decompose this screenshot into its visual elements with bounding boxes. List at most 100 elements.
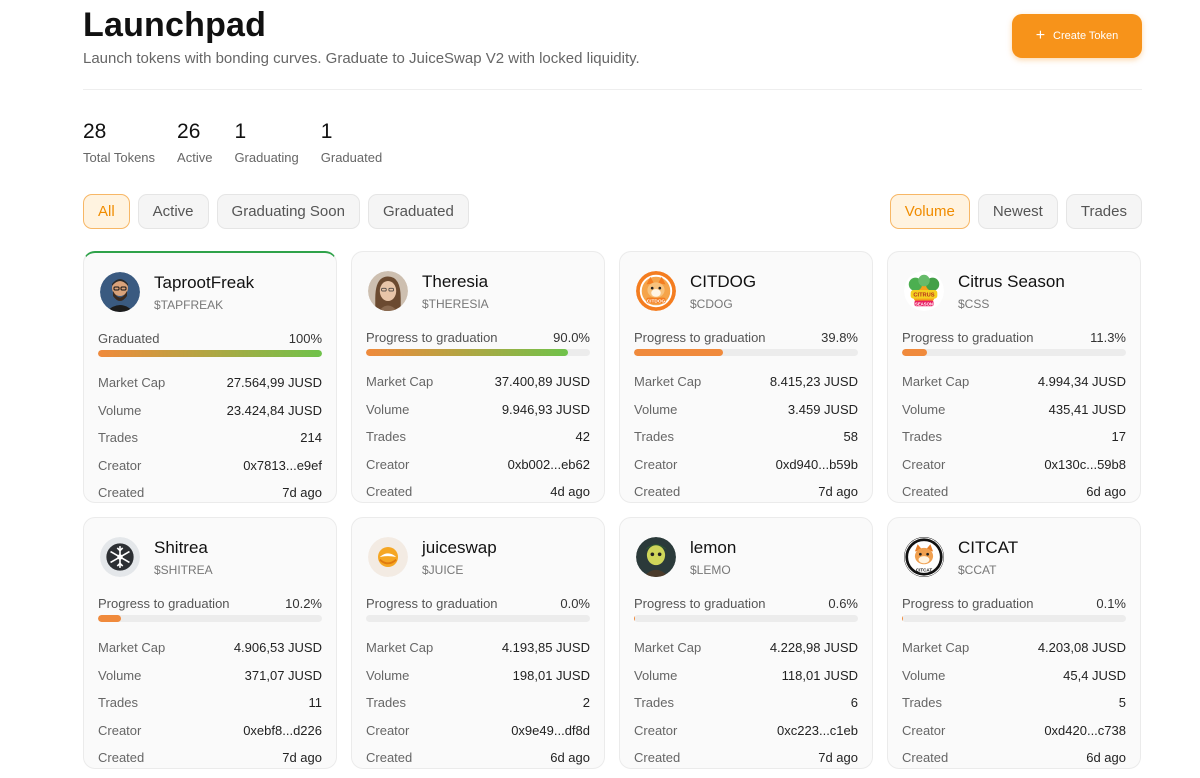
- market-cap-value: 8.415,23 JUSD: [769, 374, 858, 390]
- created-row: Created 6d ago: [902, 744, 1126, 772]
- sort-trades[interactable]: Trades: [1065, 194, 1142, 229]
- market-cap-value: 37.400,89 JUSD: [494, 374, 590, 390]
- volume-value: 23.424,84 JUSD: [226, 402, 322, 418]
- row-label: Volume: [98, 402, 142, 418]
- row-label: Volume: [634, 667, 678, 683]
- row-label: Creator: [902, 456, 946, 472]
- created-value: 7d ago: [282, 485, 322, 501]
- row-label: Volume: [634, 401, 678, 417]
- token-symbol: $LEMO: [690, 562, 731, 577]
- sort-newest[interactable]: Newest: [977, 194, 1058, 229]
- token-symbol: $THERESIA: [422, 296, 489, 311]
- creator-address[interactable]: 0xb002...eb62: [507, 456, 590, 472]
- volume-value: 198,01 JUSD: [512, 667, 590, 683]
- creator-address[interactable]: 0xebf8...d226: [243, 722, 322, 738]
- market-cap-row: Market Cap 37.400,89 JUSD: [366, 368, 590, 396]
- token-card[interactable]: CITDOG CITDOG $CDOG Progress to graduati…: [619, 251, 873, 503]
- row-label: Market Cap: [366, 374, 434, 390]
- market-cap-value: 4.203,08 JUSD: [1037, 640, 1126, 656]
- token-stats: Market Cap 4.203,08 JUSD Volume 45,4 JUSD …: [902, 634, 1126, 772]
- row-label: Market Cap: [366, 640, 434, 656]
- token-card[interactable]: CITCAT CITCAT $CCAT Progress to graduati…: [887, 517, 1141, 769]
- token-name: Citrus Season: [958, 271, 1065, 291]
- token-stats: Market Cap 4.228,98 JUSD Volume 118,01 JUS…: [634, 634, 858, 772]
- woman-portrait-avatar-icon: [368, 271, 408, 311]
- create-token-button[interactable]: + Create Token: [1012, 14, 1142, 58]
- trades-value: 11: [308, 695, 323, 711]
- filter-all[interactable]: All: [83, 194, 130, 229]
- creator-address[interactable]: 0xd940...b59b: [775, 456, 858, 472]
- row-label: Created: [902, 484, 949, 500]
- stat-value: 1: [320, 120, 333, 143]
- stats-bar: 28 Total Tokens 26 Active 1 Graduating 1…: [83, 120, 404, 170]
- progress-bar: [634, 615, 858, 622]
- sort-volume[interactable]: Volume: [889, 194, 970, 229]
- row-label: Creator: [98, 457, 142, 473]
- token-card[interactable]: lemon $LEMO Progress to graduation 0.6% …: [619, 517, 873, 769]
- trades-row: Trades 2: [366, 689, 590, 717]
- stat-graduated: 1 Graduated: [321, 120, 382, 170]
- progress-row: Progress to graduation 10.2%: [98, 596, 322, 611]
- progress-row: Progress to graduation 90.0%: [366, 330, 590, 345]
- row-label: Creator: [634, 722, 678, 738]
- progress-value: 100%: [288, 331, 322, 346]
- token-symbol: $CSS: [958, 296, 990, 311]
- progress-bar: [366, 615, 590, 622]
- trades-row: Trades 17: [902, 423, 1126, 451]
- market-cap-value: 4.193,85 JUSD: [501, 640, 590, 656]
- token-symbol: $CCAT: [958, 562, 997, 577]
- row-label: Trades: [634, 695, 674, 711]
- progress-label: Progress to graduation: [634, 330, 766, 345]
- token-card[interactable]: Shitrea $SHITREA Progress to graduation …: [83, 517, 337, 769]
- filter-graduating-soon[interactable]: Graduating Soon: [216, 194, 360, 229]
- market-cap-row: Market Cap 4.228,98 JUSD: [634, 634, 858, 662]
- progress-label: Progress to graduation: [98, 596, 230, 611]
- created-value: 6d ago: [550, 750, 590, 766]
- filter-active[interactable]: Active: [137, 194, 209, 229]
- progress-bar: [902, 349, 1126, 356]
- token-stats: Market Cap 4.906,53 JUSD Volume 371,07 JUS…: [98, 634, 322, 772]
- token-card-header: juiceswap $JUICE: [366, 518, 590, 596]
- created-row: Created 7d ago: [98, 744, 322, 772]
- trades-value: 2: [582, 695, 590, 711]
- row-label: Volume: [98, 667, 142, 683]
- row-label: Market Cap: [634, 640, 702, 656]
- token-card[interactable]: juiceswap $JUICE Progress to graduation …: [351, 517, 605, 769]
- creator-address[interactable]: 0x130c...59b8: [1044, 456, 1126, 472]
- volume-value: 3.459 JUSD: [787, 401, 858, 417]
- token-name: juiceswap: [422, 537, 497, 557]
- trades-row: Trades 11: [98, 689, 322, 717]
- token-card[interactable]: CITRUS SEASON Citrus Season $CSS Progress…: [887, 251, 1141, 503]
- creator-address[interactable]: 0xc223...c1eb: [777, 722, 858, 738]
- creator-address[interactable]: 0xd420...c738: [1044, 722, 1126, 738]
- token-card-header: CITDOG CITDOG $CDOG: [634, 252, 858, 330]
- token-card[interactable]: Theresia $THERESIA Progress to graduatio…: [351, 251, 605, 503]
- created-value: 4d ago: [550, 484, 590, 500]
- creator-row: Creator 0x130c...59b8: [902, 451, 1126, 479]
- market-cap-row: Market Cap 4.906,53 JUSD: [98, 634, 322, 662]
- token-stats: Market Cap 4.193,85 JUSD Volume 198,01 JUS…: [366, 634, 590, 772]
- market-cap-value: 4.906,53 JUSD: [233, 640, 322, 656]
- filter-graduated[interactable]: Graduated: [367, 194, 469, 229]
- row-label: Created: [98, 750, 145, 766]
- volume-value: 45,4 JUSD: [1063, 667, 1126, 683]
- stat-total-tokens: 28 Total Tokens: [83, 120, 155, 170]
- row-label: Trades: [366, 429, 406, 445]
- trades-value: 58: [843, 429, 858, 445]
- row-label: Market Cap: [634, 374, 702, 390]
- creator-address[interactable]: 0x9e49...df8d: [511, 722, 590, 738]
- row-label: Trades: [902, 695, 942, 711]
- page-header: Launchpad Launch tokens with bonding cur…: [83, 6, 1142, 90]
- stat-label: Graduated: [320, 150, 383, 165]
- shiba-dog-logo-icon: CITDOG: [636, 271, 676, 311]
- progress-value: 0.6%: [828, 596, 858, 611]
- creator-address[interactable]: 0x7813...e9ef: [243, 457, 322, 473]
- volume-row: Volume 3.459 JUSD: [634, 396, 858, 424]
- token-card[interactable]: TaprootFreak $TAPFREAK Graduated 100% Ma…: [83, 251, 337, 503]
- stat-label: Graduating: [234, 150, 299, 165]
- progress-bar-fill: [634, 349, 724, 356]
- market-cap-value: 27.564,99 JUSD: [226, 375, 322, 391]
- market-cap-value: 4.228,98 JUSD: [769, 640, 858, 656]
- trades-value: 6: [850, 695, 858, 711]
- progress-value: 0.1%: [1096, 596, 1126, 611]
